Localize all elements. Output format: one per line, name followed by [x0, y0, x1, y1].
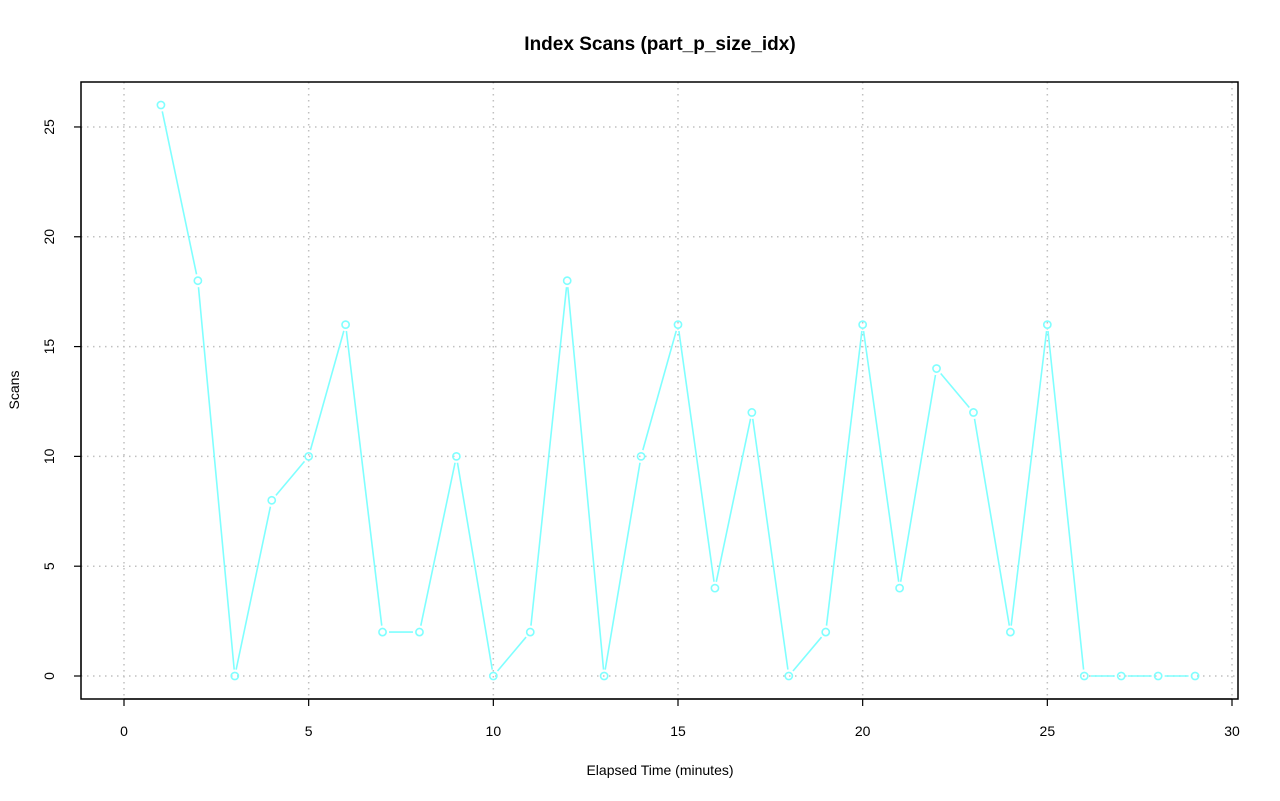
series-segment [825, 330, 863, 626]
data-point [1153, 671, 1163, 681]
series-segment [940, 372, 970, 409]
series-segment [899, 374, 937, 582]
series-segment [345, 330, 383, 626]
data-point [525, 627, 535, 637]
data-points [156, 100, 1200, 681]
data-point [599, 671, 609, 681]
y-tick-label: 25 [41, 119, 57, 135]
data-point [1116, 671, 1126, 681]
data-point [193, 276, 203, 286]
series-segment [496, 636, 527, 672]
y-axis: 0 5 10 15 20 25 [41, 119, 82, 680]
data-point [969, 408, 978, 417]
series-segment [751, 418, 789, 670]
data-point [267, 495, 277, 505]
series-segment [420, 462, 456, 626]
data-point [895, 583, 904, 593]
chart-title: Index Scans (part_p_size_idx) [524, 34, 795, 55]
series-segment [456, 462, 494, 670]
series-line [161, 111, 1189, 677]
data-point [1190, 671, 1200, 681]
data-point [673, 320, 683, 330]
grid [81, 82, 1238, 699]
x-axis-label: Elapsed Time (minutes) [586, 762, 733, 778]
series-segment [161, 111, 198, 275]
series-segment [604, 462, 641, 670]
data-point [488, 671, 498, 681]
x-tick-label: 20 [855, 723, 871, 739]
series-segment [973, 418, 1011, 626]
series-segment [567, 287, 605, 670]
data-point [1042, 320, 1052, 330]
data-point [341, 320, 350, 330]
x-axis: 0 5 10 15 20 25 30 [120, 698, 1240, 739]
data-point [304, 451, 314, 461]
series-segment [1010, 330, 1048, 626]
data-point [784, 671, 794, 681]
data-point [415, 627, 424, 637]
data-point [230, 671, 240, 681]
data-point [858, 320, 868, 330]
x-tick-label: 5 [305, 723, 313, 739]
series-segment [197, 287, 235, 670]
y-tick-label: 15 [41, 339, 57, 355]
series-segment [715, 418, 752, 582]
data-point [562, 276, 572, 286]
series-segment [678, 330, 715, 582]
data-point [821, 627, 831, 637]
x-tick-label: 30 [1224, 723, 1240, 739]
series-segment [792, 636, 823, 672]
data-point [636, 451, 646, 461]
series-segment [862, 330, 900, 582]
data-point [1079, 671, 1089, 681]
data-point [932, 364, 941, 373]
series-segment [235, 506, 272, 670]
series-segment [530, 287, 568, 626]
series-segment [642, 330, 678, 451]
series-segment [275, 460, 306, 496]
y-tick-label: 5 [41, 562, 57, 570]
data-point [747, 408, 757, 417]
data-point [710, 583, 720, 593]
x-tick-label: 25 [1040, 723, 1056, 739]
x-tick-label: 10 [486, 723, 502, 739]
series-segment [309, 330, 345, 451]
series-segment [1047, 330, 1085, 670]
data-point [378, 627, 387, 637]
y-axis-label: Scans [6, 371, 22, 410]
y-tick-label: 20 [41, 229, 57, 245]
y-tick-label: 10 [41, 448, 57, 464]
x-tick-label: 0 [120, 723, 128, 739]
y-tick-label: 0 [41, 672, 57, 680]
data-point [156, 100, 166, 110]
data-point [1006, 627, 1015, 637]
data-point [451, 451, 461, 461]
x-tick-label: 15 [670, 723, 686, 739]
